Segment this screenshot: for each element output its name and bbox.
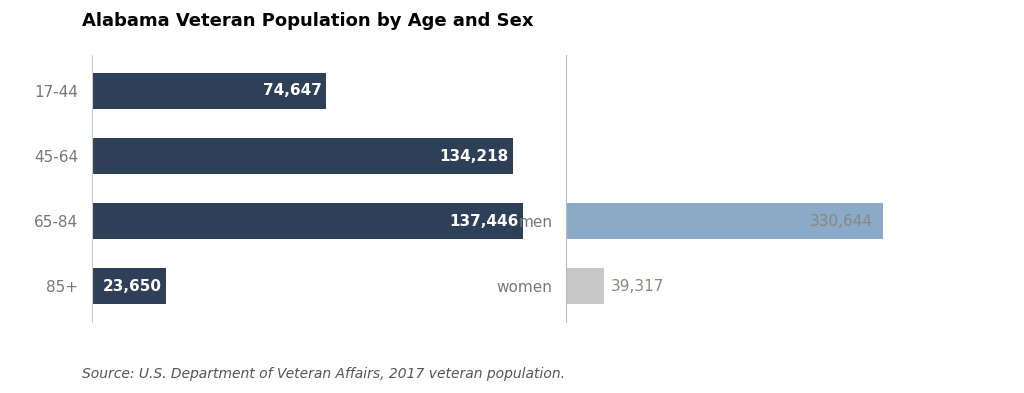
- Bar: [92, 138, 513, 174]
- Bar: [566, 203, 883, 239]
- Text: 23,650: 23,650: [103, 279, 162, 294]
- Text: Alabama Veteran Population by Age and Sex: Alabama Veteran Population by Age and Se…: [82, 12, 534, 30]
- Text: 330,644: 330,644: [810, 214, 873, 229]
- Text: Source: U.S. Department of Veteran Affairs, 2017 veteran population.: Source: U.S. Department of Veteran Affai…: [82, 367, 565, 381]
- Bar: [92, 268, 166, 304]
- Text: 134,218: 134,218: [439, 149, 509, 163]
- Text: 39,317: 39,317: [610, 279, 664, 294]
- Text: 137,446: 137,446: [450, 214, 519, 229]
- Text: 74,647: 74,647: [263, 83, 322, 98]
- Bar: [566, 268, 604, 304]
- Bar: [92, 203, 523, 239]
- Bar: [92, 73, 327, 109]
